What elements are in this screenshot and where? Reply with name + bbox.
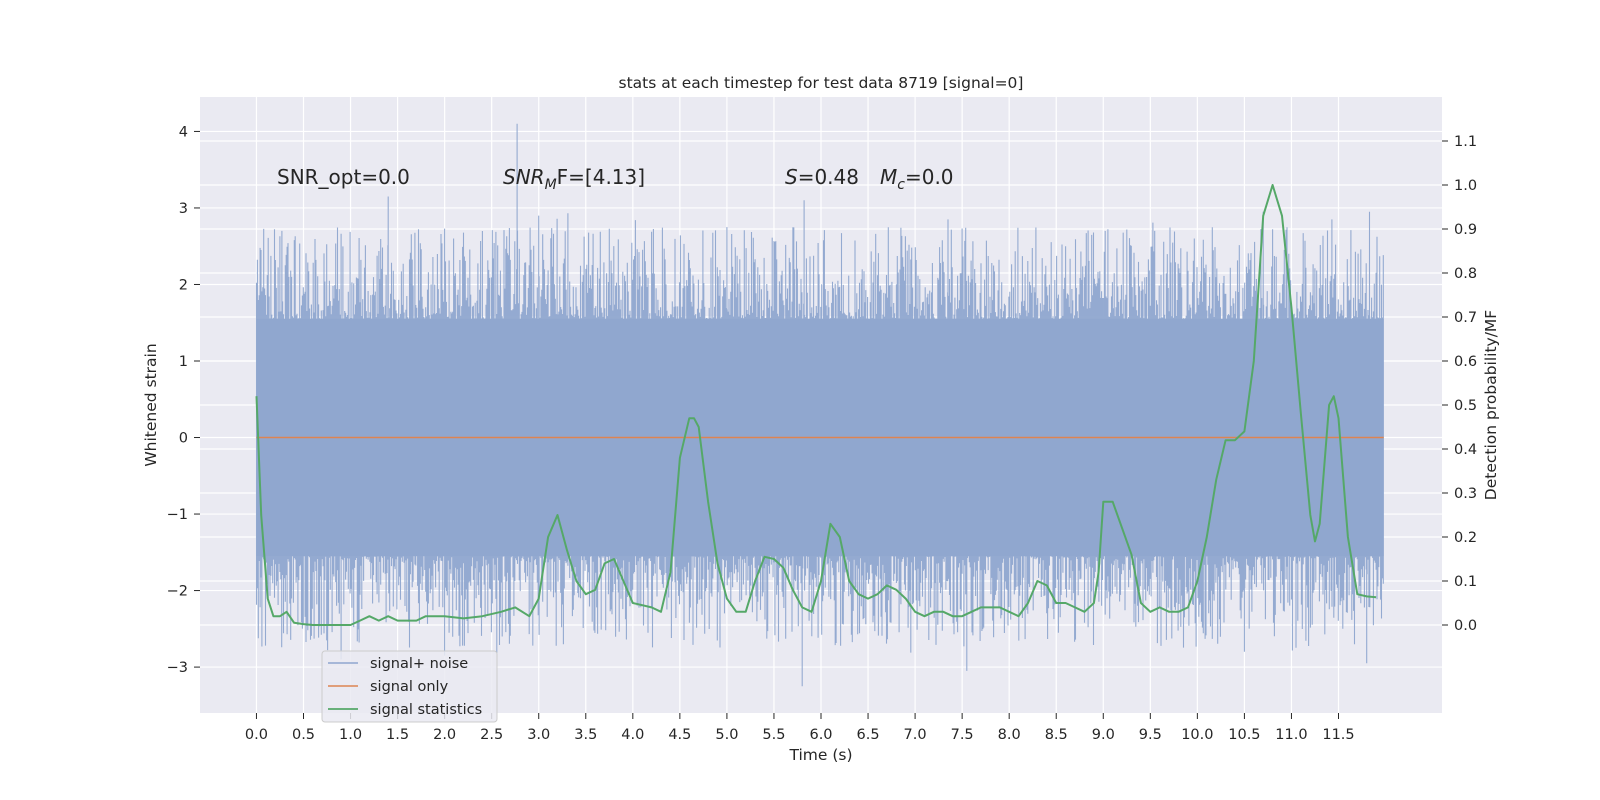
x-tick-label: 8.5	[1045, 727, 1068, 743]
y-right-axis-ticks: 1.1 1.0 0.9 0.8 0.7 0.6 0.5 0.4 0.3 0.2 0.1 0.0	[1442, 134, 1477, 634]
x-tick-label: 8.0	[998, 727, 1021, 743]
x-tick-label: 11.0	[1275, 727, 1307, 743]
annotation-mc-label: M	[880, 165, 897, 189]
y-right-tick-label: 0.1	[1454, 574, 1477, 590]
x-tick-label: 2.5	[480, 727, 503, 743]
x-tick-label: 9.5	[1139, 727, 1162, 743]
x-axis-label: Time (s)	[788, 746, 852, 764]
legend-label-signal-noise: signal+ noise	[370, 656, 468, 672]
y-right-tick-label: 0.0	[1454, 618, 1477, 634]
annotation-mc: Mc=0.0	[880, 165, 954, 193]
x-tick-label: 3.5	[574, 727, 597, 743]
y-right-tick-label: 0.6	[1454, 354, 1477, 370]
y-left-axis-ticks: 4 3 2 1 0 −1 −2 −3	[167, 124, 200, 676]
signal-statistics-line	[255, 184, 1377, 626]
signal-statistics-series	[255, 184, 1377, 626]
y-right-tick-label: 0.8	[1454, 266, 1477, 282]
y-right-tick-label: 0.9	[1454, 222, 1477, 238]
y-left-tick-label: 3	[179, 201, 188, 217]
annotation-s: S=0.48	[785, 165, 859, 189]
annotation-snr-mf-value: F=[4.13]	[557, 165, 645, 189]
x-tick-label: 6.0	[809, 727, 832, 743]
y-right-tick-label: 1.0	[1454, 178, 1477, 194]
x-tick-label: 11.5	[1322, 727, 1354, 743]
annotation-snr-mf: SNRMF=[4.13]	[503, 165, 645, 193]
annotations: SNR_opt=0.0 SNRMF=[4.13] S=0.48 Mc=0.0	[277, 165, 954, 193]
y-left-tick-label: −1	[167, 507, 188, 523]
y-left-axis-label: Whitened strain	[142, 343, 160, 466]
x-tick-label: 9.0	[1092, 727, 1115, 743]
annotation-s-label: S	[785, 165, 798, 189]
x-tick-label: 1.5	[386, 727, 409, 743]
x-tick-label: 10.0	[1181, 727, 1213, 743]
annotation-snr-opt: SNR_opt=0.0	[277, 165, 410, 189]
y-left-tick-label: 4	[179, 124, 188, 140]
legend-box	[321, 650, 498, 723]
legend-label-signal-statistics: signal statistics	[370, 702, 482, 718]
legend: signal+ noise signal only signal statist…	[321, 650, 498, 723]
y-right-tick-label: 0.4	[1454, 442, 1477, 458]
y-right-tick-label: 0.2	[1454, 530, 1477, 546]
annotation-snr-mf-subscript: M	[545, 177, 557, 193]
y-right-tick-label: 0.7	[1454, 310, 1477, 326]
plot-series	[255, 123, 1384, 687]
x-tick-label: 10.5	[1228, 727, 1260, 743]
y-left-tick-label: 1	[179, 354, 188, 370]
x-tick-label: 0.5	[292, 727, 315, 743]
x-tick-label: 6.5	[857, 727, 880, 743]
chart-title: stats at each timestep for test data 871…	[619, 74, 1024, 92]
y-left-tick-label: −2	[167, 584, 188, 600]
x-tick-label: 7.0	[904, 727, 927, 743]
y-right-axis-label: Detection probability/MF	[1482, 310, 1500, 501]
x-tick-label: 5.5	[762, 727, 785, 743]
x-tick-label: 5.0	[715, 727, 738, 743]
x-tick-label: 4.0	[621, 727, 644, 743]
x-tick-label: 2.0	[433, 727, 456, 743]
y-right-tick-label: 1.1	[1454, 134, 1477, 150]
x-axis-ticks: 0.0 0.5 1.0 1.5 2.0 2.5 3.0 3.5 4.0 4.5 5.0 5.5 6.0 6…	[245, 713, 1355, 743]
annotation-snr-mf-base: SNR	[503, 165, 545, 189]
y-left-tick-label: 2	[179, 277, 188, 293]
x-tick-label: 1.0	[339, 727, 362, 743]
signal-noise-trace	[255, 123, 1384, 687]
y-right-tick-label: 0.5	[1454, 398, 1477, 414]
annotation-mc-subscript: c	[897, 177, 905, 193]
legend-label-signal-only: signal only	[370, 679, 449, 695]
annotation-mc-value: =0.0	[905, 165, 954, 189]
y-left-tick-label: −3	[167, 660, 188, 676]
x-tick-label: 0.0	[245, 727, 268, 743]
annotation-s-value: =0.48	[798, 165, 859, 189]
x-tick-label: 3.0	[527, 727, 550, 743]
y-right-tick-label: 0.3	[1454, 486, 1477, 502]
y-left-tick-label: 0	[179, 431, 188, 447]
x-tick-label: 4.5	[668, 727, 691, 743]
x-tick-label: 7.5	[951, 727, 974, 743]
